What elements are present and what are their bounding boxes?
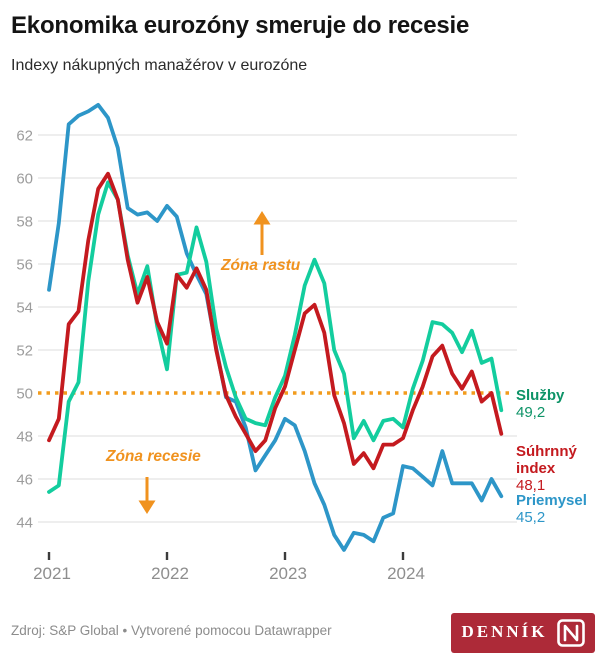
y-axis-label: 48 (16, 429, 33, 446)
y-axis-label: 52 (16, 343, 33, 360)
x-axis-label: 2022 (151, 564, 189, 583)
y-axis-label: 62 (16, 128, 33, 145)
legend-item-priemysel: Priemysel 45,2 (516, 492, 600, 526)
legend-item-sluzby: Služby 49,2 (516, 387, 600, 421)
series-line-suhrnny-index (47, 171, 504, 471)
dennikn-logo-text: DENNÍK (461, 622, 548, 641)
down-arrow-icon (138, 477, 156, 514)
y-axis-label: 50 (16, 386, 33, 403)
y-axis-label: 54 (16, 300, 33, 317)
chart-subtitle: Indexy nákupných manažérov v eurozóne (11, 57, 308, 74)
annotation-recession-zone: Zóna recesie (106, 448, 201, 465)
dennikn-n-icon (556, 619, 585, 647)
up-arrow-icon (253, 211, 271, 255)
pmi-line-chart: 62 60 58 56 54 52 50 48 46 44 2021 2022 2023 2024 (16, 103, 517, 583)
series-line-priemysel (47, 103, 504, 552)
legend-label-sluzby: Služby (516, 387, 565, 404)
x-axis-label: 2023 (269, 564, 307, 583)
chart-title: Ekonomika eurozóny smeruje do recesie (11, 12, 470, 39)
legend-value-sluzby: 49,2 (516, 404, 546, 421)
y-axis-label: 44 (16, 515, 33, 532)
dennikn-logo: DENNÍK (451, 613, 595, 653)
legend-value-suhrnny-index: 48,1 (516, 477, 546, 494)
source-note: Zdroj: S&P Global • Vytvorené pomocou Da… (11, 623, 332, 638)
y-axis-label: 60 (16, 171, 33, 188)
y-axis-label: 58 (16, 214, 33, 231)
legend-value-priemysel: 45,2 (516, 509, 546, 526)
legend-label-suhrnny-index: Súhrnný index (516, 443, 577, 477)
x-axis-label: 2024 (387, 564, 425, 583)
series-line-sluzby (47, 180, 504, 494)
legend-label-priemysel: Priemysel (516, 492, 587, 509)
x-axis-label: 2021 (33, 564, 71, 583)
y-axis-label: 56 (16, 257, 33, 274)
y-axis-label: 46 (16, 472, 33, 489)
legend-item-suhrnny-index: Súhrnný index 48,1 (516, 443, 600, 494)
annotation-growth-zone: Zóna rastu (221, 257, 301, 274)
